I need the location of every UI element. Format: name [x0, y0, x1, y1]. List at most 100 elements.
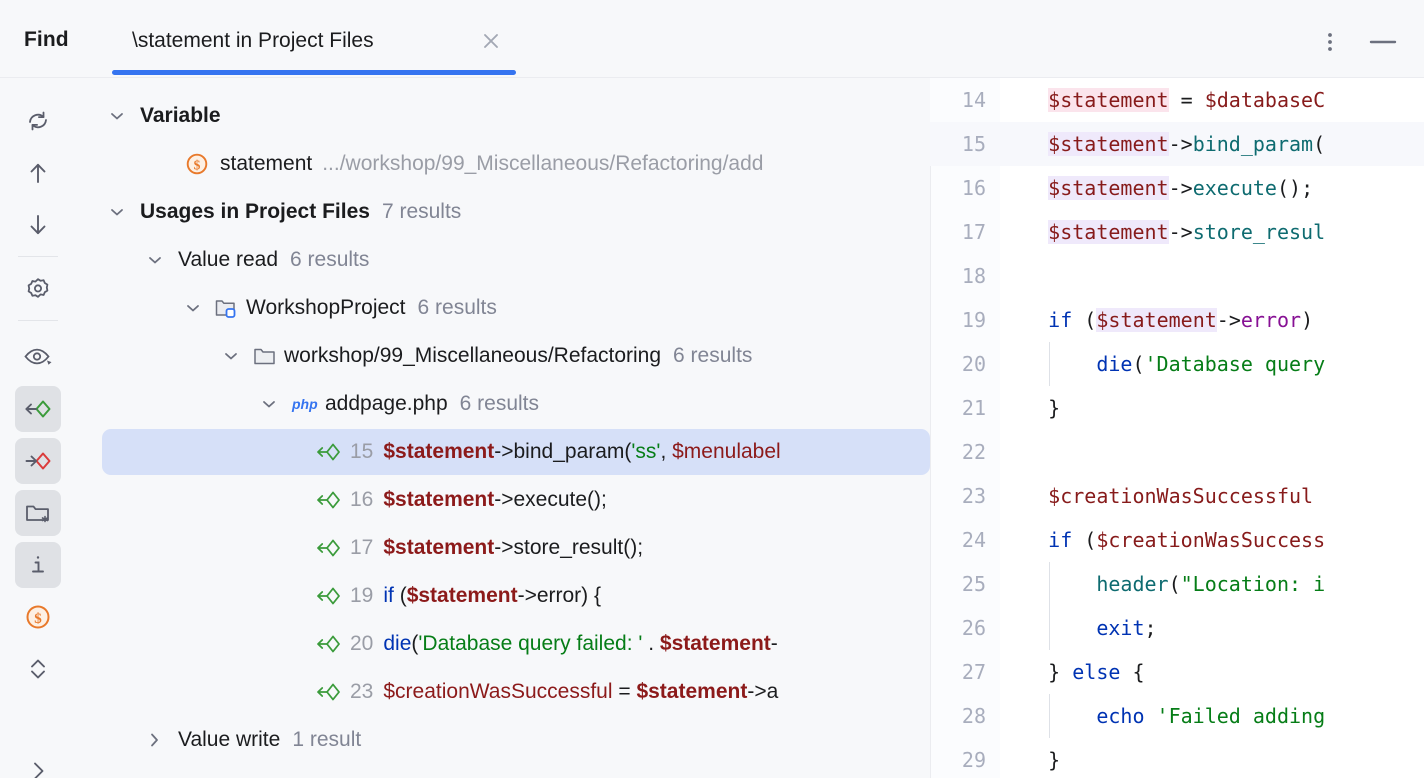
preview-eye-icon[interactable]: [15, 334, 61, 380]
group-variable-label: Variable: [140, 104, 221, 127]
settings-gear-icon[interactable]: [15, 267, 61, 313]
code-token: =: [612, 680, 637, 703]
group-value-read[interactable]: Value read 6 results: [78, 236, 930, 284]
module-label: WorkshopProject: [246, 296, 406, 319]
code-token: else: [1072, 660, 1121, 684]
code-token: $statement: [659, 632, 771, 655]
preview-line-text: }: [1000, 396, 1060, 420]
show-usage-info-icon[interactable]: [15, 542, 61, 588]
preview-code-line[interactable]: 29 }: [930, 738, 1424, 778]
preview-code-line[interactable]: 26 exit;: [930, 606, 1424, 650]
group-variable[interactable]: Variable: [78, 92, 930, 140]
preview-code-line[interactable]: 18: [930, 254, 1424, 298]
preview-code-line[interactable]: 24 if ($creationWasSuccess: [930, 518, 1424, 562]
code-preview-panel[interactable]: 14 $statement = $databaseC 15 $statement-…: [930, 78, 1424, 778]
code-token: ,: [660, 440, 673, 463]
value-read-filter-icon[interactable]: [15, 386, 61, 432]
value-write-filter-icon[interactable]: [15, 438, 61, 484]
preview-line-text: $creationWasSuccessful: [1000, 484, 1313, 508]
group-value-write[interactable]: Value write 1 result: [78, 716, 930, 764]
group-usages-in-project-files[interactable]: Usages in Project Files 7 results: [78, 188, 930, 236]
preview-code-line[interactable]: 23 $creationWasSuccessful: [930, 474, 1424, 518]
preview-code-line[interactable]: 17 $statement->store_resul: [930, 210, 1424, 254]
chevron-down-icon[interactable]: [106, 105, 128, 127]
previous-occurrence-icon[interactable]: [15, 150, 61, 196]
value-read-icon: [316, 440, 342, 464]
rerun-search-icon[interactable]: [15, 98, 61, 144]
preview-code-line[interactable]: 20 die('Database query: [930, 342, 1424, 386]
preview-code-line[interactable]: 28 echo 'Failed adding: [930, 694, 1424, 738]
folder-label: workshop/99_Miscellaneous/Refactoring: [284, 344, 662, 367]
code-token: ;: [1144, 616, 1157, 640]
chevron-right-icon[interactable]: [144, 729, 166, 751]
preview-line-number: 26: [961, 616, 986, 640]
code-token: [1000, 132, 1048, 156]
occurrence-row[interactable]: 23 $creationWasSuccessful = $statement ->a: [78, 668, 930, 716]
search-results-tree[interactable]: Variable $ statement .../workshop/99_Mis…: [78, 78, 930, 778]
preview-line-text: } else {: [1000, 660, 1145, 684]
code-token: echo: [1096, 704, 1145, 728]
more-options-icon[interactable]: [1318, 30, 1342, 54]
php-variable-icon[interactable]: $: [15, 594, 61, 640]
code-token: header: [1096, 572, 1169, 596]
code-token: [1145, 704, 1157, 728]
occurrence-row[interactable]: 15 $statement ->bind_param('ss', $menulabe…: [78, 428, 930, 476]
preview-code-line[interactable]: 16 $statement->execute();: [930, 166, 1424, 210]
preview-code-line[interactable]: 21 }: [930, 386, 1424, 430]
chevron-down-icon[interactable]: [106, 201, 128, 223]
code-token: ->error) {: [517, 584, 602, 607]
group-usages-count: 7 results: [381, 200, 462, 223]
indent-guide: [1049, 562, 1050, 606]
line-number-gutter: [930, 78, 1000, 778]
variable-item[interactable]: $ statement .../workshop/99_Miscellaneou…: [78, 140, 930, 188]
code-token: $statement: [1048, 176, 1169, 200]
preview-code-line[interactable]: 15 $statement->bind_param(: [930, 122, 1424, 166]
close-icon[interactable]: [480, 30, 502, 52]
preview-line-number: 22: [961, 440, 986, 464]
tree-node-module[interactable]: WorkshopProject 6 results: [78, 284, 930, 332]
tree-node-folder[interactable]: workshop/99_Miscellaneous/Refactoring 6 …: [78, 332, 930, 380]
variable-path: .../workshop/99_Miscellaneous/Refactorin…: [322, 152, 764, 175]
preview-code-line[interactable]: 19 if ($statement->error): [930, 298, 1424, 342]
preview-line-text: exit;: [1000, 616, 1157, 640]
preview-line-text: echo 'Failed adding: [1000, 704, 1325, 728]
occurrence-row[interactable]: 17 $statement ->store_result();: [78, 524, 930, 572]
chevron-down-icon[interactable]: [220, 345, 242, 367]
code-token: }: [1000, 660, 1073, 684]
preview-code-line[interactable]: 27 } else {: [930, 650, 1424, 694]
minimize-icon[interactable]: [1366, 30, 1400, 54]
code-token: $statement: [1048, 88, 1169, 112]
chevron-down-icon[interactable]: [144, 249, 166, 271]
preview-code-line[interactable]: 14 $statement = $databaseC: [930, 78, 1424, 122]
occurrence-row[interactable]: 16 $statement ->execute();: [78, 476, 930, 524]
code-token: (: [1313, 132, 1326, 156]
group-value-read-count: 6 results: [290, 248, 370, 271]
preview-code-line[interactable]: 25 header("Location: i: [930, 562, 1424, 606]
code-token: exit: [1096, 616, 1145, 640]
occurrence-row[interactable]: 19 if ($statement ->error) {: [78, 572, 930, 620]
occurrence-line-number: 23: [350, 680, 374, 703]
svg-text:$: $: [34, 611, 42, 627]
tree-node-file[interactable]: php addpage.php 6 results: [78, 380, 930, 428]
expand-rail-icon[interactable]: [15, 748, 61, 778]
file-label: addpage.php: [325, 392, 448, 415]
header-divider: [0, 77, 1424, 78]
code-token: $menulabel: [672, 440, 781, 463]
chevron-down-icon[interactable]: [258, 393, 280, 415]
expand-collapse-icon[interactable]: [15, 646, 61, 692]
group-value-write-count: 1 result: [292, 728, 362, 751]
code-token: {: [1120, 660, 1145, 684]
code-token: 'Database query failed: ': [418, 632, 643, 655]
group-value-read-label: Value read: [178, 248, 279, 271]
occurrence-row[interactable]: 20 die('Database query failed: ' . $state…: [78, 620, 930, 668]
next-occurrence-icon[interactable]: [15, 202, 61, 248]
preview-line-number: 24: [961, 528, 986, 552]
chevron-down-icon[interactable]: [182, 297, 204, 319]
preview-line-text: die('Database query: [1000, 352, 1325, 376]
group-by-module-icon[interactable]: [15, 490, 61, 536]
code-token: [1000, 308, 1048, 332]
preview-line-number: 21: [961, 396, 986, 420]
code-token: ->: [1168, 132, 1193, 156]
preview-code-line[interactable]: 22: [930, 430, 1424, 474]
code-token: ->execute();: [494, 488, 607, 511]
